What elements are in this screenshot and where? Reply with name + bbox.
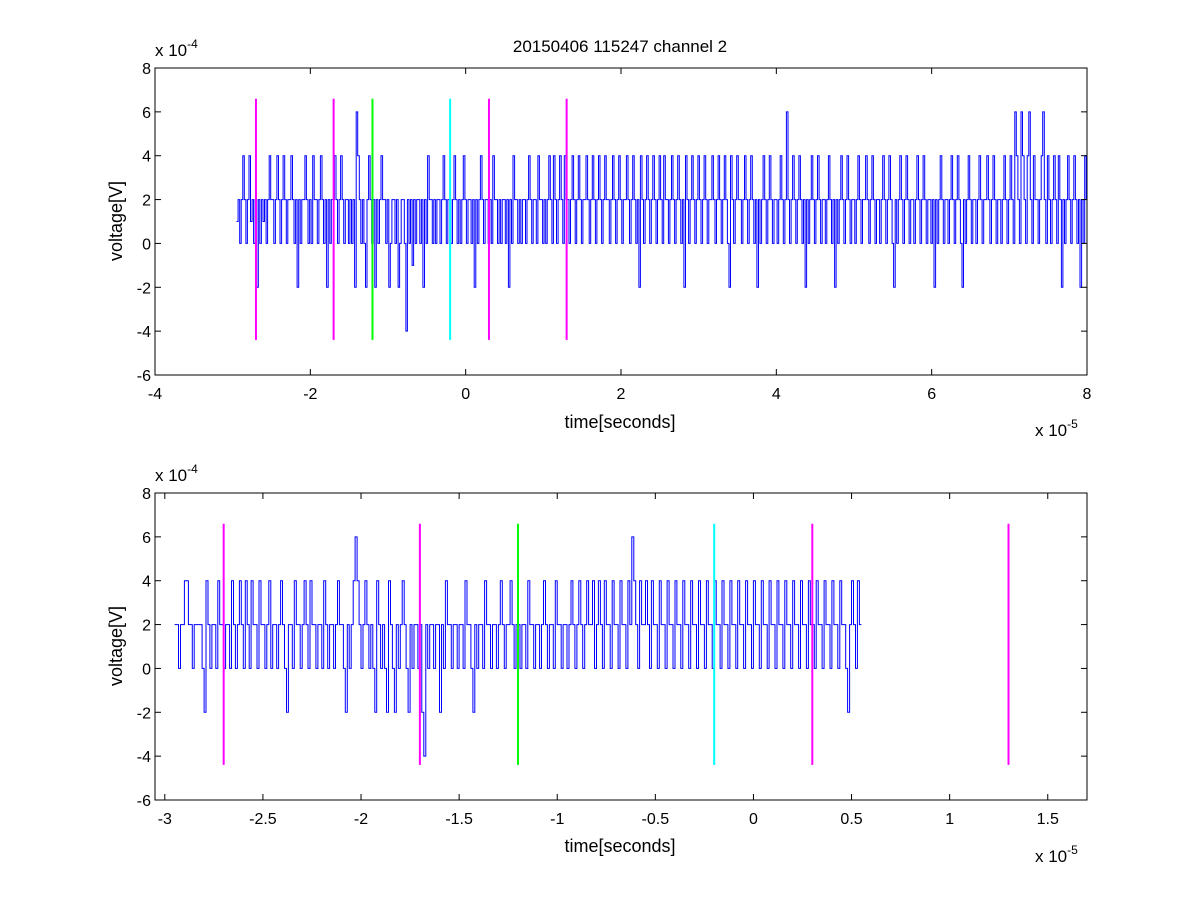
x-tick-label-bottom: -2.5 [249, 811, 277, 828]
x-tick-label-top: 6 [927, 386, 936, 403]
x-tick-label-bottom: 0.5 [840, 811, 862, 828]
y-tick-label-top: 6 [142, 105, 151, 122]
y-tick-label-top: 8 [142, 61, 151, 78]
x-tick-label-top: -4 [148, 386, 162, 403]
xlabel-top: time[seconds] [564, 412, 675, 432]
ylabel-bottom: voltage[V] [106, 606, 126, 686]
y-tick-label-top: -4 [137, 324, 151, 341]
x-tick-label-top: -2 [303, 386, 317, 403]
x-tick-label-top: 4 [772, 386, 781, 403]
y-tick-label-top: -2 [137, 280, 151, 297]
x-tick-label-bottom: -3 [158, 811, 172, 828]
x-tick-label-bottom: 0 [749, 811, 758, 828]
y-tick-label-top: 2 [142, 193, 151, 210]
y-tick-label-bottom: 6 [142, 530, 151, 547]
x-tick-label-top: 8 [1083, 386, 1092, 403]
x-tick-label-bottom: -2 [354, 811, 368, 828]
xlabel-bottom: time[seconds] [564, 836, 675, 856]
x-tick-label-bottom: -0.5 [642, 811, 670, 828]
figure-title: 20150406 115247 channel 2 [513, 37, 727, 56]
x-tick-label-top: 2 [617, 386, 626, 403]
y-tick-label-bottom: 2 [142, 618, 151, 635]
x-tick-label-bottom: 1 [945, 811, 954, 828]
ylabel-top: voltage[V] [106, 181, 126, 261]
y-tick-label-top: 0 [142, 236, 151, 253]
y-tick-label-bottom: -6 [137, 793, 151, 810]
y-tick-label-bottom: 8 [142, 486, 151, 503]
x-tick-label-bottom: 1.5 [1037, 811, 1059, 828]
x-tick-label-top: 0 [461, 386, 470, 403]
y-tick-label-bottom: 0 [142, 661, 151, 678]
x-tick-label-bottom: -1 [550, 811, 564, 828]
y-tick-label-bottom: 4 [142, 574, 151, 591]
x-tick-label-bottom: -1.5 [445, 811, 473, 828]
y-tick-label-top: -6 [137, 368, 151, 385]
y-tick-label-bottom: -4 [137, 749, 151, 766]
y-tick-label-top: 4 [142, 149, 151, 166]
y-tick-label-bottom: -2 [137, 705, 151, 722]
